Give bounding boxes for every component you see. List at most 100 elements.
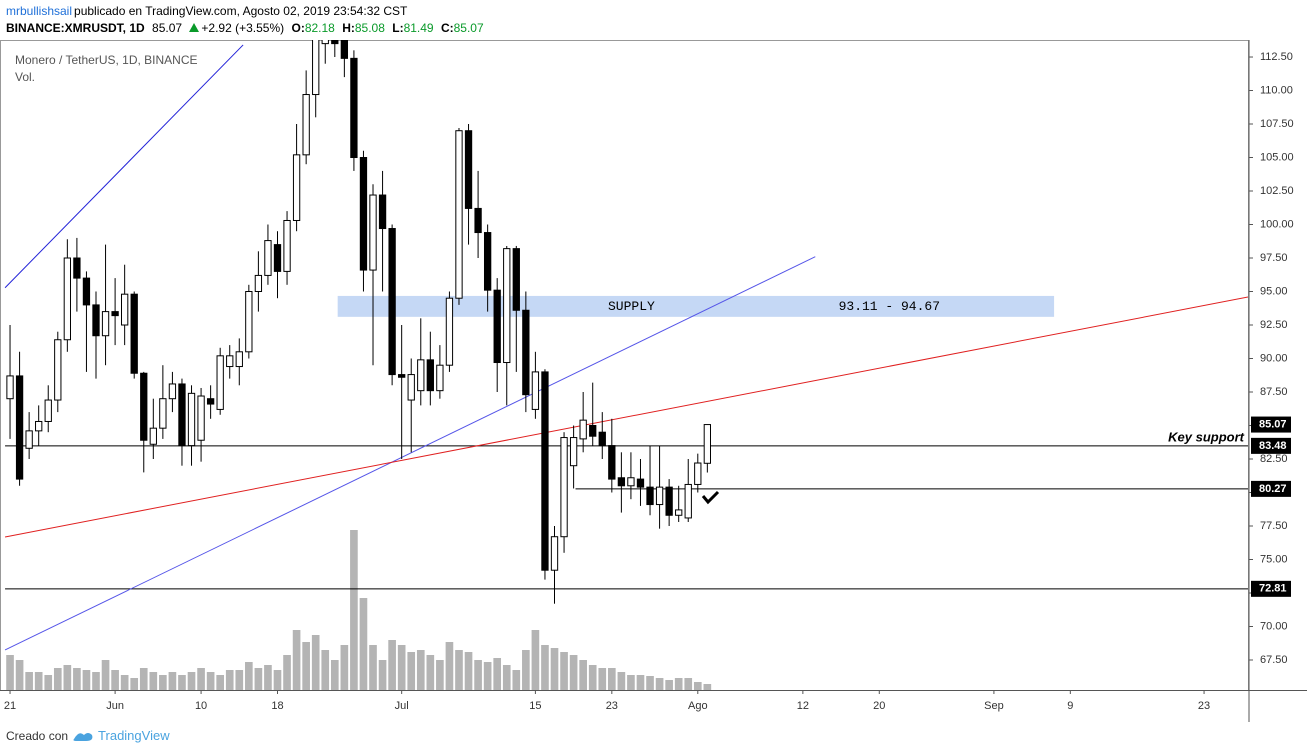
candle-body <box>25 430 33 449</box>
footer-brand[interactable]: TradingView <box>98 728 170 743</box>
volume-bar <box>608 668 616 690</box>
volume-bar <box>388 640 396 690</box>
volume-bar <box>665 680 673 690</box>
footer: Creado con TradingView <box>6 728 170 743</box>
x-tick-label: 15 <box>529 700 541 712</box>
candle-body <box>522 309 530 396</box>
y-tick-label: 92.50 <box>1260 319 1288 331</box>
candle-body <box>378 194 387 230</box>
zone-range-label: 93.11 - 94.67 <box>839 299 940 314</box>
volume-bar <box>464 652 473 690</box>
x-tick-label: 18 <box>271 700 283 712</box>
volume-bar <box>522 650 530 690</box>
candle-body <box>398 374 406 378</box>
footer-text: Creado con <box>6 728 69 743</box>
volume-bar <box>588 665 597 690</box>
y-tick-label: 75.00 <box>1260 553 1288 565</box>
candle-body <box>178 383 186 447</box>
volume-bar <box>111 670 119 690</box>
x-tick-label: 9 <box>1067 700 1073 712</box>
candle-body <box>235 351 243 368</box>
candle-body <box>340 40 349 59</box>
volume-bar <box>120 675 129 690</box>
last-price-label: 85.07 <box>1259 418 1287 430</box>
candle-body <box>608 445 616 480</box>
candle-body <box>187 392 196 447</box>
ohlc-h-label: H: <box>342 21 355 35</box>
volume-bar <box>149 672 158 690</box>
volume-bar <box>627 675 635 690</box>
volume-bar <box>92 672 100 690</box>
candle-body <box>483 232 492 291</box>
volume-bar <box>369 645 377 690</box>
x-tick-label: Jun <box>106 700 124 712</box>
change: +2.92 (+3.55%) <box>201 21 285 35</box>
header-line-1: mrbullishsail publicado en TradingView.co… <box>6 4 411 18</box>
volume-bar <box>560 652 568 690</box>
candle-body <box>111 311 119 317</box>
volume-bar <box>197 668 205 690</box>
y-tick-label: 102.50 <box>1260 185 1294 197</box>
volume-bar <box>674 678 683 690</box>
author[interactable]: mrbullishsail <box>6 4 73 18</box>
candle-body <box>369 194 377 271</box>
volume-bar <box>283 655 291 690</box>
volume-bar <box>225 670 234 690</box>
candle-body <box>226 355 234 368</box>
last-price: 85.07 <box>152 21 183 35</box>
price-label-box <box>1251 480 1291 497</box>
price-label-box <box>1251 437 1291 454</box>
candle-body <box>569 437 578 467</box>
y-tick-label: 82.50 <box>1260 453 1288 465</box>
volume-bar <box>63 665 72 690</box>
candle-body <box>464 130 473 209</box>
volume-bar <box>206 672 215 690</box>
x-tick-label: 23 <box>606 700 618 712</box>
volume-bar <box>130 678 139 690</box>
volume-bar <box>359 598 368 690</box>
candle-body <box>493 289 501 364</box>
candle-body <box>541 371 549 571</box>
candle-body <box>665 486 673 516</box>
volume-bar <box>531 630 540 690</box>
plot-frame <box>0 40 1249 691</box>
volume-bar <box>397 645 406 690</box>
candle-body <box>331 40 339 45</box>
volume-bar <box>655 678 664 690</box>
candle-body <box>474 207 482 234</box>
volume-bar <box>178 675 186 690</box>
candle-body <box>703 424 711 464</box>
candle-body <box>675 509 683 516</box>
volume-bar <box>617 672 626 690</box>
volume-bar <box>493 658 502 690</box>
volume-bar <box>569 655 578 690</box>
ohlc-c-label: C: <box>440 21 454 35</box>
candle-body <box>92 304 100 337</box>
candle-body <box>245 291 253 353</box>
volume-bar <box>579 660 587 690</box>
y-tick-label: 87.50 <box>1260 386 1288 398</box>
volume-bar <box>350 530 358 690</box>
candle-body <box>636 478 645 488</box>
checkmark <box>701 490 720 505</box>
ohlc-o-label: O: <box>291 21 305 35</box>
volume-bar <box>187 672 196 690</box>
y-tick-label: 95.00 <box>1260 285 1288 297</box>
volume-bar <box>34 672 43 690</box>
candle-body <box>350 57 358 159</box>
volume-bar <box>455 650 463 690</box>
y-tick-label: 112.50 <box>1260 51 1293 63</box>
x-tick-label: 20 <box>873 700 885 712</box>
volume-bar <box>311 635 320 690</box>
volume-bar <box>541 645 549 690</box>
volume-bar <box>646 676 654 690</box>
candle-body <box>426 359 434 392</box>
volume-bar <box>693 682 702 690</box>
volume-bar <box>512 670 521 690</box>
candle-body <box>6 375 14 400</box>
tv-logo <box>73 732 93 741</box>
volume-bar <box>378 660 387 690</box>
candle-body <box>168 383 177 400</box>
candle-body <box>73 257 81 279</box>
candle-body <box>101 311 110 337</box>
